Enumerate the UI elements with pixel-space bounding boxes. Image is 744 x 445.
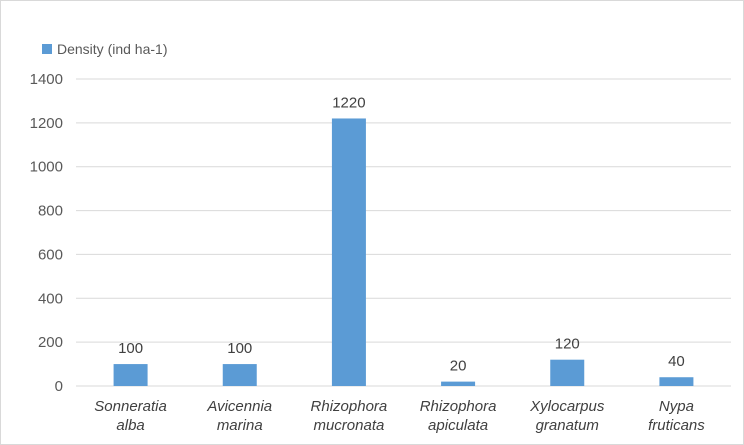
x-category-label-line: Avicennia (206, 398, 272, 415)
x-category-label-line: apiculata (428, 417, 488, 434)
data-label: 20 (450, 358, 467, 375)
legend-label: Density (ind ha-1) (57, 41, 168, 57)
y-tick-label: 400 (38, 290, 63, 307)
bar (659, 377, 694, 386)
x-category-label-line: Xylocarpus (529, 398, 605, 415)
bar (550, 359, 585, 386)
y-tick-label: 600 (38, 246, 63, 263)
x-category-label-line: mucronata (313, 417, 384, 434)
x-category-label-line: marina (217, 417, 263, 434)
x-category-label: Nypa fruticans (648, 398, 705, 434)
gridlines (76, 78, 731, 387)
x-category-label-line: Rhizophora (311, 398, 388, 415)
x-category-label: Rhizophora mucronata (311, 398, 388, 434)
x-category-label-line: Nypa (659, 398, 694, 415)
bars (113, 118, 694, 386)
data-label: 40 (668, 353, 685, 370)
data-label: 120 (555, 336, 580, 353)
legend-swatch (42, 44, 52, 54)
bar (441, 381, 476, 386)
x-category-label: Xylocarpus granatum (529, 398, 605, 434)
y-tick-label: 800 (38, 203, 63, 220)
data-label: 100 (118, 340, 143, 357)
data-label: 100 (227, 340, 252, 357)
x-axis-labels: Sonneratia alba Avicennia marina Rhizophora m… (94, 398, 705, 434)
x-category-label: Rhizophora apiculata (420, 398, 497, 434)
y-axis-ticks: 0 200 400 600 800 1000 1200 1400 (30, 71, 63, 395)
y-tick-label: 1000 (30, 159, 63, 176)
x-category-label: Sonneratia alba (94, 398, 167, 434)
bar (222, 364, 257, 386)
data-label: 1220 (332, 94, 365, 111)
x-category-label-line: Sonneratia (94, 398, 167, 415)
y-tick-label: 1200 (30, 115, 63, 132)
data-labels: 100 100 1220 20 120 40 (118, 94, 685, 374)
x-category-label-line: alba (116, 417, 144, 434)
x-category-label: Avicennia marina (206, 398, 272, 434)
bar (113, 364, 148, 386)
y-tick-label: 0 (55, 378, 63, 395)
y-tick-label: 200 (38, 334, 63, 351)
x-category-label-line: fruticans (648, 417, 705, 434)
bar (331, 118, 366, 386)
y-tick-label: 1400 (30, 71, 63, 88)
x-category-label-line: granatum (536, 417, 599, 434)
x-category-label-line: Rhizophora (420, 398, 497, 415)
legend: Density (ind ha-1) (42, 41, 168, 57)
